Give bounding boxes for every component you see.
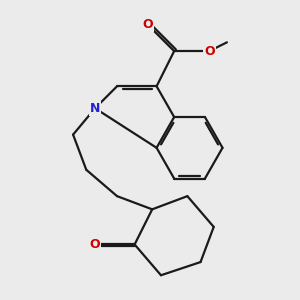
Text: O: O xyxy=(204,45,214,58)
Text: O: O xyxy=(90,238,101,251)
Text: N: N xyxy=(90,102,100,115)
Text: O: O xyxy=(142,18,153,31)
